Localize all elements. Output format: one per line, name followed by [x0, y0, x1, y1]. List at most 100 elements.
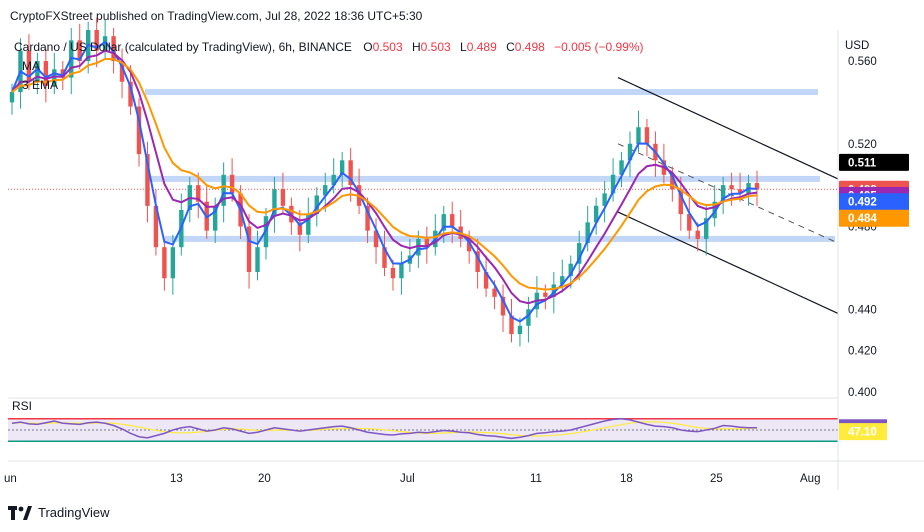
candle-body: [670, 174, 675, 190]
symbol-name: Cardano / US Dollar (calculated by Tradi…: [14, 40, 352, 54]
price-tag-box: [839, 193, 909, 211]
candle-body: [737, 189, 743, 194]
low-value: 0.489: [467, 40, 497, 54]
candle-body: [280, 189, 286, 206]
candle-body: [111, 36, 116, 62]
candle-body: [509, 315, 514, 335]
candle-body: [162, 247, 167, 279]
candle-body: [323, 185, 328, 196]
candle-body: [94, 30, 99, 51]
candle-body: [551, 284, 557, 297]
candle-body: [466, 238, 472, 252]
candle-body: [695, 230, 700, 239]
time-tick-label: Jul: [400, 473, 415, 485]
candle-body: [229, 174, 235, 194]
rsi-value-label: 47.10: [848, 427, 877, 439]
candle-body: [644, 127, 650, 144]
candle-body: [678, 189, 684, 215]
candle-body: [348, 160, 353, 186]
candle-body: [77, 40, 82, 62]
channel-lower: [617, 211, 839, 314]
candle-body: [331, 174, 336, 186]
channel-upper: [617, 77, 839, 180]
candle-body: [627, 143, 633, 161]
price-tick-label: 0.420: [848, 346, 877, 358]
rsi-value-tag: [839, 423, 887, 441]
price-tick-label: 0.520: [848, 139, 877, 151]
zone-band: [165, 235, 835, 242]
indicator-label-1[interactable]: MA: [22, 59, 40, 73]
candle-body: [196, 185, 201, 202]
rsi-label: RSI: [12, 399, 32, 413]
candle-body: [306, 214, 311, 235]
candle-body: [560, 276, 565, 285]
time-tick-label: 25: [710, 473, 723, 485]
candle-body: [399, 263, 404, 279]
tradingview-logo-icon: [8, 505, 32, 520]
ema-lines: [11, 40, 758, 323]
candle-body: [729, 185, 734, 190]
candle-body: [526, 309, 531, 326]
candle-body: [314, 195, 319, 215]
support-resistance-zones: [8, 89, 838, 242]
rsi-line: [11, 418, 757, 440]
brand-name: TradingView: [38, 505, 110, 520]
candle-body: [754, 183, 760, 190]
close-label: C: [506, 40, 515, 54]
channel-lines: [617, 77, 839, 314]
price-axis: 0.5600.5200.4800.4400.4200.4000.5110.498…: [8, 30, 924, 490]
time-tick-label: 11: [530, 473, 542, 485]
zone-band: [145, 89, 818, 96]
candle-body: [119, 61, 125, 82]
rsi-panel: RSI53.9847.10: [8, 399, 887, 442]
rsi-band: [8, 418, 838, 442]
candle-body: [382, 247, 387, 268]
candle-body: [483, 272, 489, 289]
candle-body: [221, 174, 226, 206]
currency-label: USD: [845, 40, 869, 52]
candle-body: [704, 218, 709, 239]
candle-body: [153, 205, 159, 248]
open-label: O: [363, 40, 372, 54]
candle-body: [636, 127, 641, 144]
candle-body: [373, 230, 379, 248]
candle-body: [365, 205, 370, 231]
close-value: 0.498: [515, 40, 545, 54]
candle-body: [593, 205, 599, 223]
publisher-header: CryptoFXStreet published on TradingView.…: [10, 9, 423, 23]
time-tick-label: un: [4, 473, 17, 485]
price-tick-label: 0.440: [848, 304, 877, 316]
channel-mid: [617, 143, 839, 244]
high-label: H: [412, 40, 421, 54]
price-tag-box: [839, 209, 909, 227]
price-tag-label: 0.492: [848, 197, 877, 209]
candle-body: [500, 296, 506, 316]
price-tick-label: 0.560: [848, 56, 877, 68]
candle-body: [568, 263, 573, 277]
candle-body: [441, 214, 446, 231]
candle-body: [170, 247, 176, 279]
candle-body: [52, 69, 57, 86]
candle-body: [26, 50, 32, 82]
candle-body: [246, 226, 252, 273]
legend-line: Cardano / US Dollar (calculated by Tradi…: [14, 40, 644, 54]
candle-body: [585, 222, 590, 244]
indicator-label-2[interactable]: 3 EMA: [22, 78, 58, 92]
zone-band: [148, 175, 820, 182]
candle-body: [43, 61, 49, 86]
ema-slow-line: [11, 57, 758, 291]
candle-body: [255, 247, 260, 273]
candle-body: [416, 238, 421, 256]
ema-fast-line: [11, 40, 758, 323]
candle-body: [272, 189, 277, 217]
low-label: L: [460, 40, 467, 54]
candle-body: [212, 205, 218, 231]
candle-body: [619, 160, 624, 175]
candle-body: [602, 193, 607, 206]
price-tag-label: 0.511: [848, 157, 877, 169]
candle-body: [145, 154, 150, 206]
ema-mid-line: [11, 49, 758, 305]
candle-body: [610, 174, 616, 194]
candle-body: [543, 292, 548, 297]
